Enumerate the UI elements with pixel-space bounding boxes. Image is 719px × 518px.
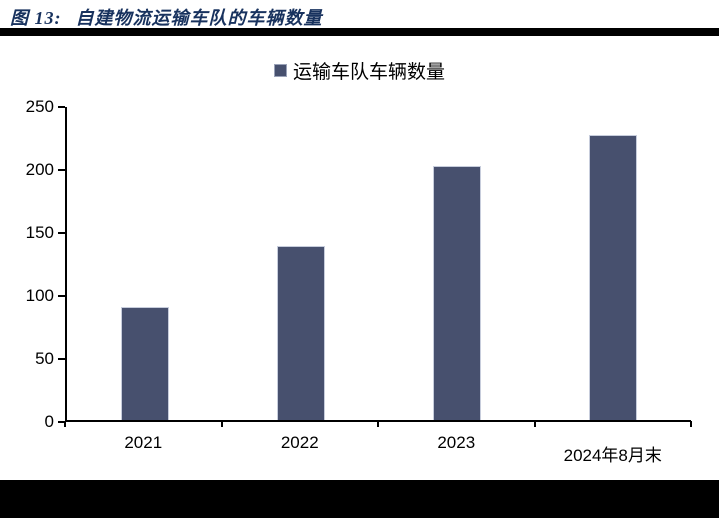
chart-legend: 运输车队车辆数量	[0, 57, 719, 83]
x-tick-mark	[690, 421, 692, 427]
x-category-label: 2022	[280, 433, 319, 452]
x-tick-mark	[64, 421, 66, 427]
x-tick-mark	[377, 421, 379, 427]
top-divider-rule	[0, 28, 719, 36]
y-tick-label: 200	[25, 160, 54, 179]
bar-slot	[535, 107, 691, 420]
y-tick-mark	[58, 169, 65, 171]
y-tick-label: 100	[25, 286, 54, 305]
y-tick-mark	[58, 295, 65, 297]
x-category-label: 2021	[124, 433, 163, 452]
bottom-divider-rule	[0, 480, 719, 518]
plot-area	[65, 107, 691, 422]
figure-title: 图 13: 自建物流运输车队的车辆数量	[10, 4, 323, 30]
y-tick-mark	[58, 421, 65, 423]
figure-label: 图 13:	[10, 8, 62, 28]
x-tick-mark	[220, 421, 223, 427]
legend-square-icon	[273, 63, 287, 77]
x-category-label: 2023	[437, 433, 476, 452]
y-tick-mark	[58, 358, 65, 360]
bar-slot	[223, 107, 379, 420]
bar	[277, 245, 325, 420]
bar-slot	[379, 107, 535, 420]
x-tick-mark	[533, 421, 536, 427]
bar	[121, 307, 169, 420]
x-axis-labels: 2021 2022 2023 2024年8月末	[65, 433, 691, 466]
legend-label: 运输车队车辆数量	[292, 61, 445, 83]
y-tick-mark	[58, 232, 65, 234]
y-tick-mark	[58, 106, 65, 108]
bar	[589, 134, 637, 420]
bar-series	[67, 107, 691, 420]
y-tick-label: 0	[44, 412, 54, 431]
y-tick-label: 250	[25, 97, 54, 116]
y-tick-label: 50	[35, 349, 54, 368]
bar-slot	[67, 107, 223, 420]
figure-title-text: 自建物流运输车队的车辆数量	[75, 8, 323, 28]
x-category-label: 2024年8月末	[563, 446, 662, 465]
y-tick-label: 150	[25, 223, 54, 242]
bar	[433, 165, 481, 420]
